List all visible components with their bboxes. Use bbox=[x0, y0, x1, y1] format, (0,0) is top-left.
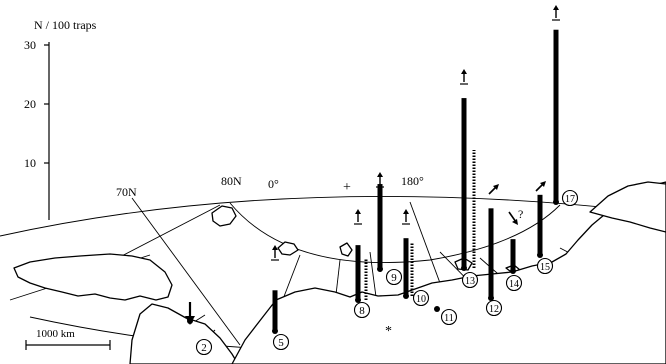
bar-site-13 bbox=[461, 98, 467, 268]
greenland bbox=[13, 253, 173, 301]
arrow-up-icon bbox=[402, 209, 410, 225]
svalbard bbox=[211, 205, 237, 227]
site-dot-2 bbox=[187, 318, 193, 324]
site-dot-10 bbox=[403, 293, 409, 299]
meridian bbox=[131, 197, 241, 346]
scale-bar: 1000 km bbox=[25, 328, 111, 350]
bar-site-17 bbox=[553, 29, 559, 202]
site-circle-15 bbox=[536, 257, 554, 275]
alaska bbox=[589, 181, 666, 233]
latitude-80n-line bbox=[229, 202, 561, 264]
y-axis-title: N / 100 traps bbox=[34, 18, 97, 32]
star-mark: * bbox=[385, 324, 392, 339]
site-dot-9 bbox=[377, 266, 383, 272]
bar-site-15 bbox=[537, 194, 543, 255]
bar-site-14 bbox=[510, 239, 516, 271]
question-mark: ? bbox=[518, 207, 523, 221]
site-label-15: 15 bbox=[540, 262, 550, 273]
site-label-10: 10 bbox=[416, 294, 426, 305]
scale-bar-label: 1000 km bbox=[36, 328, 75, 340]
site-circle-8 bbox=[353, 301, 371, 319]
site-label-11: 11 bbox=[444, 313, 454, 324]
site-circle-14 bbox=[505, 274, 523, 292]
arrow-diagonal-up-icon bbox=[488, 184, 499, 195]
y-tick-label-10: 10 bbox=[24, 156, 36, 170]
arrow-up-icon bbox=[552, 5, 560, 21]
marks: + * ? bbox=[343, 180, 523, 339]
arrow-up-icon bbox=[460, 69, 468, 85]
site-circle-17 bbox=[561, 189, 579, 207]
bar-site-5 bbox=[272, 290, 278, 331]
bar-site-8 bbox=[355, 245, 361, 300]
arrow-up-icon bbox=[354, 209, 362, 225]
coastlines bbox=[13, 181, 666, 364]
site-label-5: 5 bbox=[278, 337, 284, 349]
severnaya-zemlya bbox=[339, 242, 353, 257]
arrow-up-icon bbox=[271, 245, 279, 261]
site-circle-13 bbox=[461, 271, 479, 289]
bar-site-10 bbox=[403, 238, 409, 296]
y-axis: N / 100 traps 30 20 10 bbox=[24, 18, 97, 220]
y-tick-label-30: 30 bbox=[24, 38, 36, 52]
site-label-13: 13 bbox=[465, 276, 475, 287]
bar-site-9 bbox=[377, 184, 383, 269]
arrow-diagonal-up-icon bbox=[535, 181, 546, 192]
longitude-label-180: 180° bbox=[401, 174, 424, 188]
bar-site-12 bbox=[488, 208, 494, 298]
latitude-70n-line bbox=[0, 195, 666, 237]
site-circle-12 bbox=[485, 299, 503, 317]
longitude-label-0: 0° bbox=[268, 177, 279, 191]
site-circle-10 bbox=[412, 289, 430, 307]
site-circle-2 bbox=[195, 338, 213, 356]
site-label-17: 17 bbox=[565, 194, 575, 205]
site-dot-8 bbox=[355, 297, 361, 303]
site-dot-13 bbox=[461, 265, 467, 271]
trend-arrows bbox=[185, 5, 560, 325]
site-dot-15 bbox=[537, 252, 543, 258]
site-dot-12 bbox=[488, 295, 494, 301]
arrow-diagonal-down-icon bbox=[508, 211, 518, 225]
site-dot-14 bbox=[510, 268, 516, 274]
latitude-label-70n: 70N bbox=[116, 185, 137, 199]
site-circle-9 bbox=[385, 268, 403, 286]
site-dot-5 bbox=[272, 328, 278, 334]
site-circle-11 bbox=[440, 308, 458, 326]
site-circle-5 bbox=[272, 333, 290, 351]
y-tick-label-20: 20 bbox=[24, 97, 36, 111]
bars-layer bbox=[272, 29, 559, 331]
site-label-14: 14 bbox=[509, 279, 519, 290]
site-dot-11 bbox=[434, 306, 440, 312]
dotted-bars-layer bbox=[364, 150, 476, 300]
site-label-12: 12 bbox=[489, 304, 499, 315]
site-label-8: 8 bbox=[359, 305, 365, 317]
site-label-9: 9 bbox=[391, 272, 397, 284]
latitude-label-80n: 80N bbox=[221, 174, 242, 188]
site-dot-17 bbox=[553, 199, 559, 205]
site-label-2: 2 bbox=[201, 342, 207, 354]
sites-layer: 2 5 8 9 10 11 12 13 14 15 17 bbox=[187, 189, 579, 356]
franz-josef-land bbox=[277, 241, 299, 256]
scandinavia bbox=[129, 303, 239, 364]
plus-mark: + bbox=[343, 180, 351, 195]
